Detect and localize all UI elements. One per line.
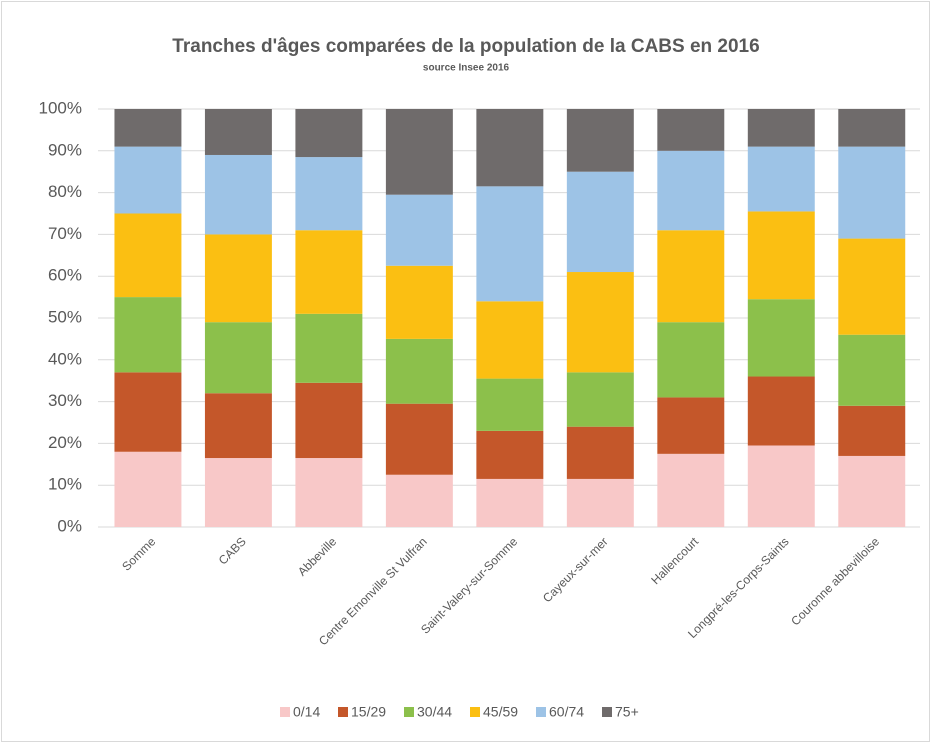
bar-segment xyxy=(657,109,725,151)
bar-segment xyxy=(747,376,815,446)
legend-swatch xyxy=(470,707,480,717)
legend-swatch xyxy=(338,707,348,717)
bar-segment xyxy=(114,297,182,373)
y-tick-label: 40% xyxy=(48,349,82,368)
bar-segment xyxy=(204,154,272,235)
y-tick-label: 20% xyxy=(48,433,82,452)
bar-segment xyxy=(385,403,453,475)
bar-segment xyxy=(747,211,815,300)
bar-segment xyxy=(566,272,634,373)
legend-label: 15/29 xyxy=(351,704,386,720)
bar-segment xyxy=(114,146,182,214)
bar-segment xyxy=(295,382,363,459)
bar-segment xyxy=(114,451,182,527)
bar-segment xyxy=(295,313,363,383)
bar-segment xyxy=(476,378,544,431)
legend-swatch xyxy=(404,707,414,717)
bar-segment xyxy=(204,393,272,459)
bar-segment xyxy=(657,453,725,527)
bar-segment xyxy=(657,230,725,323)
bar-segment xyxy=(657,397,725,454)
bar-segment xyxy=(204,109,272,155)
y-tick-label: 30% xyxy=(48,391,82,410)
bar-segment xyxy=(204,458,272,527)
y-tick-label: 90% xyxy=(48,140,82,159)
legend-label: 45/59 xyxy=(483,704,518,720)
bar-segment xyxy=(114,213,182,298)
legend-label: 75+ xyxy=(615,704,639,720)
bar-segment xyxy=(657,322,725,398)
bar-segment xyxy=(566,426,634,479)
bar-segment xyxy=(295,157,363,231)
bar-segment xyxy=(476,186,544,302)
y-tick-label: 100% xyxy=(39,98,82,117)
chart-subtitle: source Insee 2016 xyxy=(423,63,510,74)
bar-segment xyxy=(114,109,182,147)
bar-segment xyxy=(385,265,453,339)
bar-segment xyxy=(566,171,634,273)
y-tick-label: 80% xyxy=(48,182,82,201)
bar-segment xyxy=(747,299,815,377)
legend-swatch xyxy=(536,707,546,717)
bar-segment xyxy=(657,150,725,231)
legend-label: 0/14 xyxy=(293,704,320,720)
bar-segment xyxy=(566,372,634,427)
bar-segment xyxy=(838,238,906,335)
bar-segment xyxy=(566,478,634,527)
bar-segment xyxy=(747,109,815,147)
y-tick-label: 70% xyxy=(48,224,82,243)
bar-segment xyxy=(204,234,272,323)
bar-segment xyxy=(747,445,815,527)
legend-label: 60/74 xyxy=(549,704,584,720)
bar-segment xyxy=(385,474,453,527)
y-tick-label: 60% xyxy=(48,266,82,285)
bar-segment xyxy=(295,109,363,158)
bar-segment xyxy=(385,194,453,266)
bar-segment xyxy=(838,455,906,527)
bar-segment xyxy=(838,146,906,239)
bar-segment xyxy=(476,109,544,187)
bar-segment xyxy=(295,458,363,527)
bar-segment xyxy=(747,146,815,212)
bar-segment xyxy=(476,478,544,527)
bar-segment xyxy=(838,334,906,406)
legend-label: 30/44 xyxy=(417,704,452,720)
bar-segment xyxy=(838,109,906,147)
bar-segment xyxy=(838,405,906,456)
y-tick-label: 0% xyxy=(57,516,82,535)
bar-segment xyxy=(476,301,544,379)
bar-segment xyxy=(476,430,544,479)
bar-segment xyxy=(295,230,363,314)
bar-segment xyxy=(385,109,453,195)
y-tick-label: 10% xyxy=(48,475,82,494)
legend-swatch xyxy=(280,707,290,717)
bar-segment xyxy=(204,322,272,394)
chart-title: Tranches d'âges comparées de la populati… xyxy=(172,36,759,57)
bar-segment xyxy=(385,338,453,404)
bar-segment xyxy=(114,372,182,452)
legend-swatch xyxy=(602,707,612,717)
bar-segment xyxy=(566,109,634,172)
y-tick-label: 50% xyxy=(48,307,82,326)
